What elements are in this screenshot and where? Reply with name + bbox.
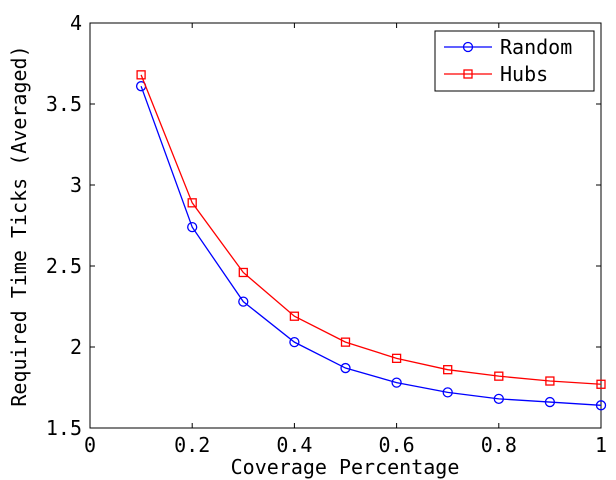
data-point-hubs [545, 376, 555, 386]
y-tick-label: 1.5 [46, 416, 82, 440]
data-point-random [289, 336, 300, 348]
series-random [135, 81, 607, 411]
x-axis-label: Coverage Percentage [231, 455, 460, 479]
y-tick-label: 4 [70, 11, 82, 35]
y-tick-label: 3.5 [46, 92, 82, 116]
data-point-random [442, 387, 453, 398]
data-point-random [493, 393, 504, 404]
data-point-hubs [187, 198, 197, 208]
data-point-hubs [494, 371, 504, 381]
series-hubs [136, 70, 606, 389]
series-layer [135, 70, 607, 411]
series-line-random [140, 85, 602, 406]
legend-label-hubs: Hubs [500, 62, 548, 86]
legend-marker-random [462, 41, 474, 53]
data-point-hubs [289, 311, 300, 321]
legend-label-random: Random [500, 35, 572, 59]
data-point-hubs [443, 365, 453, 375]
data-point-random [391, 377, 402, 388]
legend: Random Hubs [434, 30, 595, 92]
x-tick-label: 0 [84, 433, 96, 457]
y-tick-label: 2.5 [46, 254, 82, 278]
data-point-random [340, 362, 351, 374]
data-point-random [187, 221, 198, 233]
series-line-hubs [140, 74, 602, 385]
data-point-hubs [391, 353, 402, 363]
data-point-hubs [238, 267, 248, 278]
y-tick-label: 3 [70, 173, 82, 197]
x-tick-label: 0.8 [481, 433, 517, 457]
x-tick-label: 1 [595, 433, 607, 457]
legend-box [434, 30, 595, 92]
x-tick-label: 0.6 [379, 433, 415, 457]
y-tick-label: 2 [70, 335, 82, 359]
x-axis: 0 0.2 0.4 0.6 0.8 1 [84, 23, 607, 457]
y-axis-label: Required Time Ticks (Averaged) [7, 45, 31, 406]
data-point-random [238, 296, 249, 307]
data-point-hubs [136, 70, 146, 80]
x-tick-label: 0.2 [174, 433, 210, 457]
y-axis: 1.5 2 2.5 3 3.5 4 [46, 11, 601, 440]
data-point-random [595, 400, 607, 411]
data-point-hubs [340, 337, 351, 347]
x-tick-label: 0.4 [276, 433, 312, 457]
legend-marker-hubs [463, 69, 473, 79]
data-point-hubs [596, 379, 606, 389]
data-point-random [544, 396, 556, 408]
